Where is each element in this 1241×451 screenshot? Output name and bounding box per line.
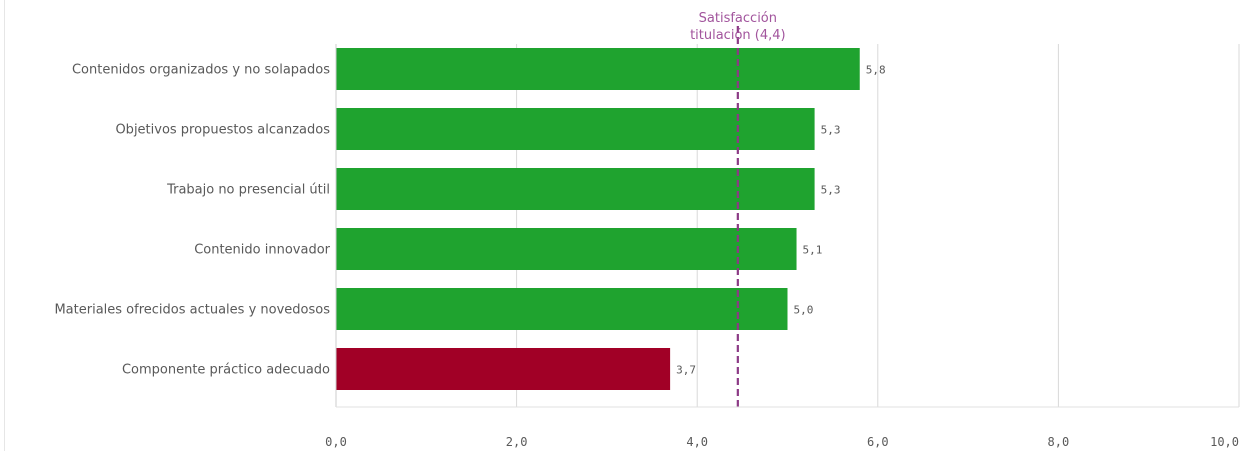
bar[interactable] (336, 348, 671, 390)
category-label: Trabajo no presencial útil (166, 183, 330, 198)
bar[interactable] (336, 228, 797, 270)
bar[interactable] (336, 168, 815, 210)
data-label: 5,3 (821, 184, 841, 197)
category-labels: Contenidos organizados y no solapados Obj… (54, 63, 330, 378)
bar[interactable] (336, 48, 860, 90)
data-label: 5,0 (794, 304, 814, 317)
x-tick-label: 10,0 (1210, 435, 1239, 449)
bars: 5,8 5,3 5,3 5,1 5,0 3,7 (336, 48, 886, 390)
bar[interactable] (336, 288, 788, 330)
data-label: 3,7 (676, 364, 696, 377)
x-tick-label: 0,0 (325, 435, 347, 449)
reference-line-label: Satisfacción (699, 11, 777, 26)
category-label: Objetivos propuestos alcanzados (115, 123, 330, 138)
data-label: 5,3 (821, 124, 841, 137)
data-label: 5,8 (866, 64, 886, 77)
x-tick-label: 6,0 (867, 435, 889, 449)
reference-line-label: titulación (4,4) (690, 28, 786, 43)
x-axis: 0,0 2,0 4,0 6,0 8,0 10,0 (325, 44, 1239, 449)
category-label: Contenido innovador (194, 243, 330, 258)
reference-line-group: Satisfacción titulación (4,4) (690, 11, 786, 407)
x-tick-label: 2,0 (506, 435, 528, 449)
x-tick-label: 4,0 (686, 435, 708, 449)
gridlines (516, 44, 1240, 407)
x-tick-label: 8,0 (1048, 435, 1070, 449)
category-label: Contenidos organizados y no solapados (72, 63, 330, 78)
data-label: 5,1 (803, 244, 823, 257)
category-label: Componente práctico adecuado (122, 363, 330, 378)
category-label: Materiales ofrecidos actuales y novedoso… (54, 303, 330, 318)
bar[interactable] (336, 108, 815, 150)
